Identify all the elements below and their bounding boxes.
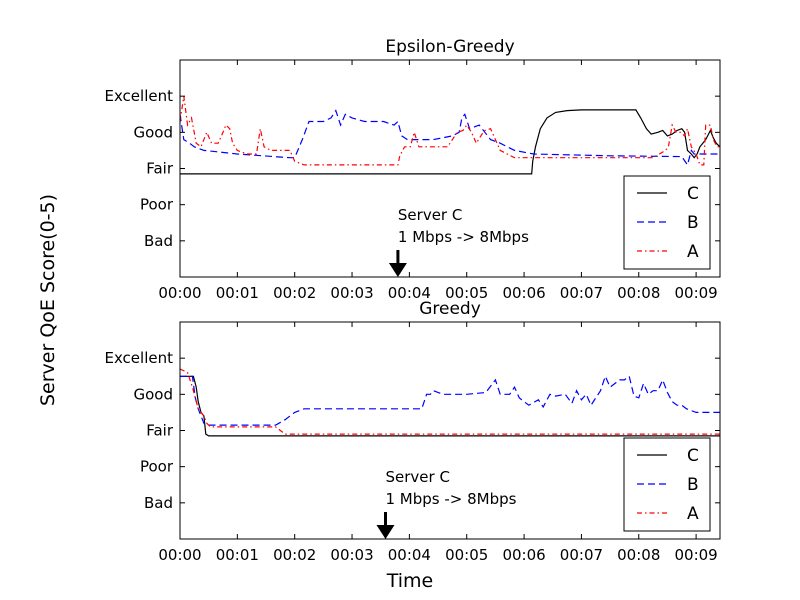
figure-ylabel: Server QoE Score(0-5) (37, 194, 59, 406)
y-tick-label: Fair (146, 422, 174, 440)
legend-label-c: C (687, 446, 699, 466)
chart-title: Greedy (419, 299, 481, 319)
x-tick-label: 00:08 (617, 284, 660, 302)
series-line-c (180, 375, 720, 437)
series-line-c (180, 109, 720, 175)
x-tick-label: 00:01 (216, 284, 259, 302)
x-tick-label: 00:03 (330, 546, 373, 564)
y-tick-label: Poor (140, 458, 174, 476)
series-line-a (180, 96, 720, 166)
annotation-line1: Server C (398, 206, 462, 224)
series-line-b (180, 374, 720, 426)
y-tick-label: Fair (146, 160, 174, 178)
x-tick-label: 00:05 (445, 284, 488, 302)
series-line-b (180, 109, 720, 167)
x-tick-label: 00:03 (330, 284, 373, 302)
x-tick-label: 00:08 (617, 546, 660, 564)
greedy-chart: Greedy 00:00 00:01 00:02 00:03 00:04 00:05 00:0… (104, 299, 721, 564)
legend: CBA (623, 437, 711, 532)
series-line-a (180, 368, 720, 435)
epsilon-greedy-chart: Epsilon-Greedy 00:00 00:01 00:02 00:03 00:04 0… (104, 37, 721, 302)
legend-label-b: B (687, 213, 699, 233)
y-tick-label: Excellent (104, 349, 173, 367)
x-tick-label: 00:06 (502, 284, 545, 302)
x-tick-label: 00:00 (158, 546, 201, 564)
y-tick-label: Bad (144, 232, 173, 250)
x-tick-label: 00:07 (560, 284, 603, 302)
x-tick-label: 00:07 (560, 546, 603, 564)
annotation-line1: Server C (385, 468, 449, 486)
chart-title: Epsilon-Greedy (385, 37, 514, 57)
x-tick-label: 00:01 (216, 546, 259, 564)
y-tick-label: Bad (144, 494, 173, 512)
figure-xlabel: Time (386, 570, 434, 592)
x-tick-label: 00:04 (388, 284, 431, 302)
y-tick-label: Excellent (104, 87, 173, 105)
x-tick-label: 00:02 (273, 546, 316, 564)
annotation-line2: 1 Mbps -> 8Mbps (398, 228, 529, 246)
legend-label-a: A (687, 504, 699, 524)
x-tick-label: 00:06 (502, 546, 545, 564)
annotation-arrow-head (376, 525, 395, 539)
y-tick-label: Poor (140, 196, 174, 214)
x-tick-label: 00:05 (445, 546, 488, 564)
y-tick-label: Good (134, 123, 174, 141)
x-tick-label: 00:09 (674, 284, 717, 302)
x-tick-label: 00:09 (674, 546, 717, 564)
annotation-line2: 1 Mbps -> 8Mbps (385, 490, 516, 508)
legend: CBA (623, 175, 711, 270)
x-tick-label: 00:04 (388, 546, 431, 564)
legend-label-c: C (687, 184, 699, 204)
y-tick-label: Good (134, 385, 174, 403)
x-tick-label: 00:02 (273, 284, 316, 302)
annotation-arrow-head (388, 263, 407, 277)
legend-label-a: A (687, 242, 699, 262)
legend-label-b: B (687, 475, 699, 495)
x-tick-label: 00:00 (158, 284, 201, 302)
